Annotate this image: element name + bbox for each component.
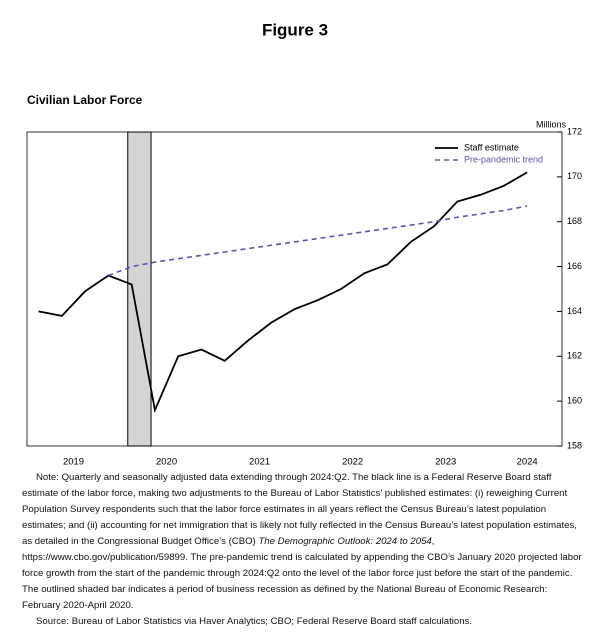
legend-label: Pre-pandemic trend <box>464 154 543 164</box>
y-tick-label: 170 <box>567 171 582 181</box>
x-tick-label: 2021 <box>249 457 270 468</box>
x-tick-label: 2020 <box>156 457 177 468</box>
y-tick-label: 160 <box>567 396 582 406</box>
y-tick-label: 162 <box>567 351 582 361</box>
y-tick-label: 164 <box>567 306 582 316</box>
series-line <box>108 205 528 277</box>
y-unit: Millions <box>536 119 567 129</box>
chart-title: Civilian Labor Force <box>27 93 143 107</box>
plot-frame <box>26 131 563 447</box>
note-text: Note: Quarterly and seasonally adjusted … <box>22 470 582 614</box>
note: Note: Quarterly and seasonally adjusted … <box>22 470 582 630</box>
x-tick-label: 2022 <box>342 457 363 468</box>
y-tick-label: 172 <box>567 126 582 136</box>
recession-bar <box>127 131 152 447</box>
x-tick-label: 2019 <box>63 457 84 468</box>
figure-title: Figure 3 <box>262 20 328 39</box>
note-end: , https://www.cbo.gov/publication/59899.… <box>22 536 582 611</box>
y-tick-label: 166 <box>567 261 582 271</box>
series-line <box>38 171 528 414</box>
y-tick-label: 158 <box>567 440 582 450</box>
note-start: Note: Quarterly and seasonally adjusted … <box>22 472 577 547</box>
y-tick-label: 168 <box>567 216 582 226</box>
legend-label: Staff estimate <box>464 142 519 152</box>
source: Source: Bureau of Labor Statistics via H… <box>36 616 473 627</box>
x-tick-label: 2023 <box>435 457 456 468</box>
note-italic: The Demographic Outlook: 2024 to 2054 <box>258 536 432 547</box>
x-tick-label: 2024 <box>517 457 538 468</box>
